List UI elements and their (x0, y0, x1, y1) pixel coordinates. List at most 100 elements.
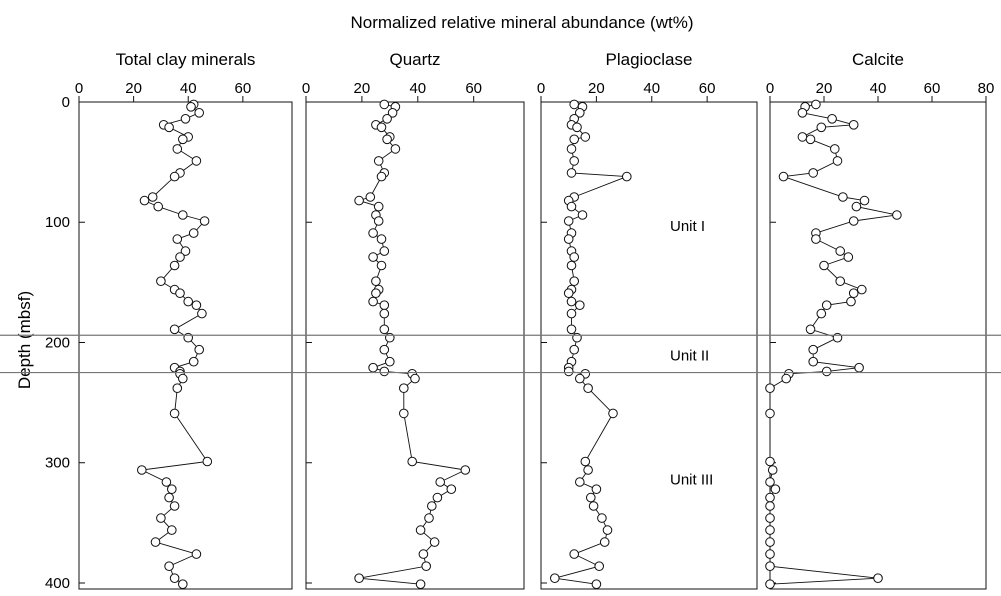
data-point (765, 477, 775, 487)
data-point (765, 501, 775, 511)
series-line (769, 103, 897, 585)
data-point (169, 324, 180, 335)
data-point (379, 324, 390, 335)
data-point (563, 288, 574, 299)
data-point (770, 484, 781, 495)
data-point (373, 216, 384, 226)
data-point (385, 356, 395, 367)
data-point (594, 561, 605, 572)
data-point (169, 408, 180, 419)
y-axis-label: Depth (mbsf) (15, 291, 34, 389)
data-point (563, 366, 574, 377)
panel-frame (540, 101, 758, 590)
data-point (602, 525, 613, 535)
data-point (821, 300, 832, 311)
x-tick-label: 20 (125, 80, 142, 97)
data-point (194, 108, 204, 118)
data-point (371, 288, 381, 299)
data-point (376, 122, 387, 133)
data-point (846, 296, 856, 307)
panel-1: Quartz 0 20 40 60 (302, 50, 525, 590)
data-point (379, 366, 390, 377)
data-point (765, 561, 775, 572)
panel-title: Total clay minerals (116, 50, 256, 69)
data-point (778, 171, 789, 182)
series-line (554, 103, 627, 585)
data-point (161, 477, 172, 487)
data-point (178, 579, 188, 590)
data-point (575, 373, 585, 384)
data-point (765, 513, 775, 523)
data-point (821, 366, 832, 377)
data-point (767, 465, 778, 475)
data-point (765, 492, 775, 503)
data-point (169, 171, 180, 182)
data-point (848, 120, 859, 130)
data-point (191, 300, 202, 311)
data-point (399, 408, 409, 419)
data-point (808, 168, 819, 178)
data-point (797, 108, 808, 118)
data-point (873, 573, 883, 584)
x-tick-label: 40 (409, 80, 426, 97)
y-tick-label: 300 (45, 455, 70, 472)
data-point (608, 408, 618, 419)
data-point (188, 228, 199, 238)
data-point (139, 195, 150, 206)
x-tick-label: 0 (766, 80, 774, 97)
data-point (194, 344, 204, 355)
x-tick-label: 0 (537, 80, 545, 97)
data-point (156, 513, 166, 523)
panel-0: Total clay minerals 0 20 40 60 (75, 50, 293, 590)
x-tick-label: 40 (643, 80, 660, 97)
data-point (172, 234, 183, 244)
data-point (575, 300, 585, 311)
data-point (191, 549, 202, 559)
y-tick-label: 200 (45, 334, 70, 351)
data-point (577, 210, 588, 220)
data-point (407, 456, 418, 467)
data-point (811, 99, 821, 110)
data-point (566, 144, 577, 154)
x-tick-label: 20 (354, 80, 371, 97)
data-point (137, 465, 147, 475)
data-point (575, 477, 585, 487)
data-point (765, 456, 775, 467)
data-point (859, 195, 870, 206)
data-point (583, 383, 593, 394)
x-tick-label: 60 (699, 80, 716, 97)
panel-2: Plagioclase 0 20 40 60 (537, 50, 758, 590)
data-point (368, 362, 378, 373)
data-point (172, 144, 183, 154)
data-point (180, 114, 191, 124)
data-point (566, 260, 577, 271)
unit-label: Unit II (670, 348, 709, 365)
data-point (410, 373, 420, 384)
data-point (835, 276, 846, 287)
data-point (156, 276, 166, 287)
data-point (569, 276, 580, 287)
data-point (566, 324, 577, 335)
data-point (816, 308, 827, 319)
data-point (827, 114, 837, 124)
panel-title: Calcite (852, 50, 904, 69)
data-point (373, 201, 384, 212)
data-point (172, 383, 183, 394)
data-point (835, 246, 846, 256)
panel-frame (769, 101, 987, 590)
data-point (580, 456, 591, 467)
data-point (599, 537, 610, 547)
data-point (390, 144, 401, 154)
data-point (183, 296, 193, 307)
data-point (805, 324, 816, 335)
data-point (569, 344, 580, 355)
data-point (572, 122, 582, 133)
data-point (427, 501, 437, 511)
series-line (357, 103, 467, 585)
data-point (153, 201, 163, 212)
data-point (566, 308, 577, 319)
panel-title: Quartz (389, 50, 440, 69)
data-point (415, 579, 426, 590)
